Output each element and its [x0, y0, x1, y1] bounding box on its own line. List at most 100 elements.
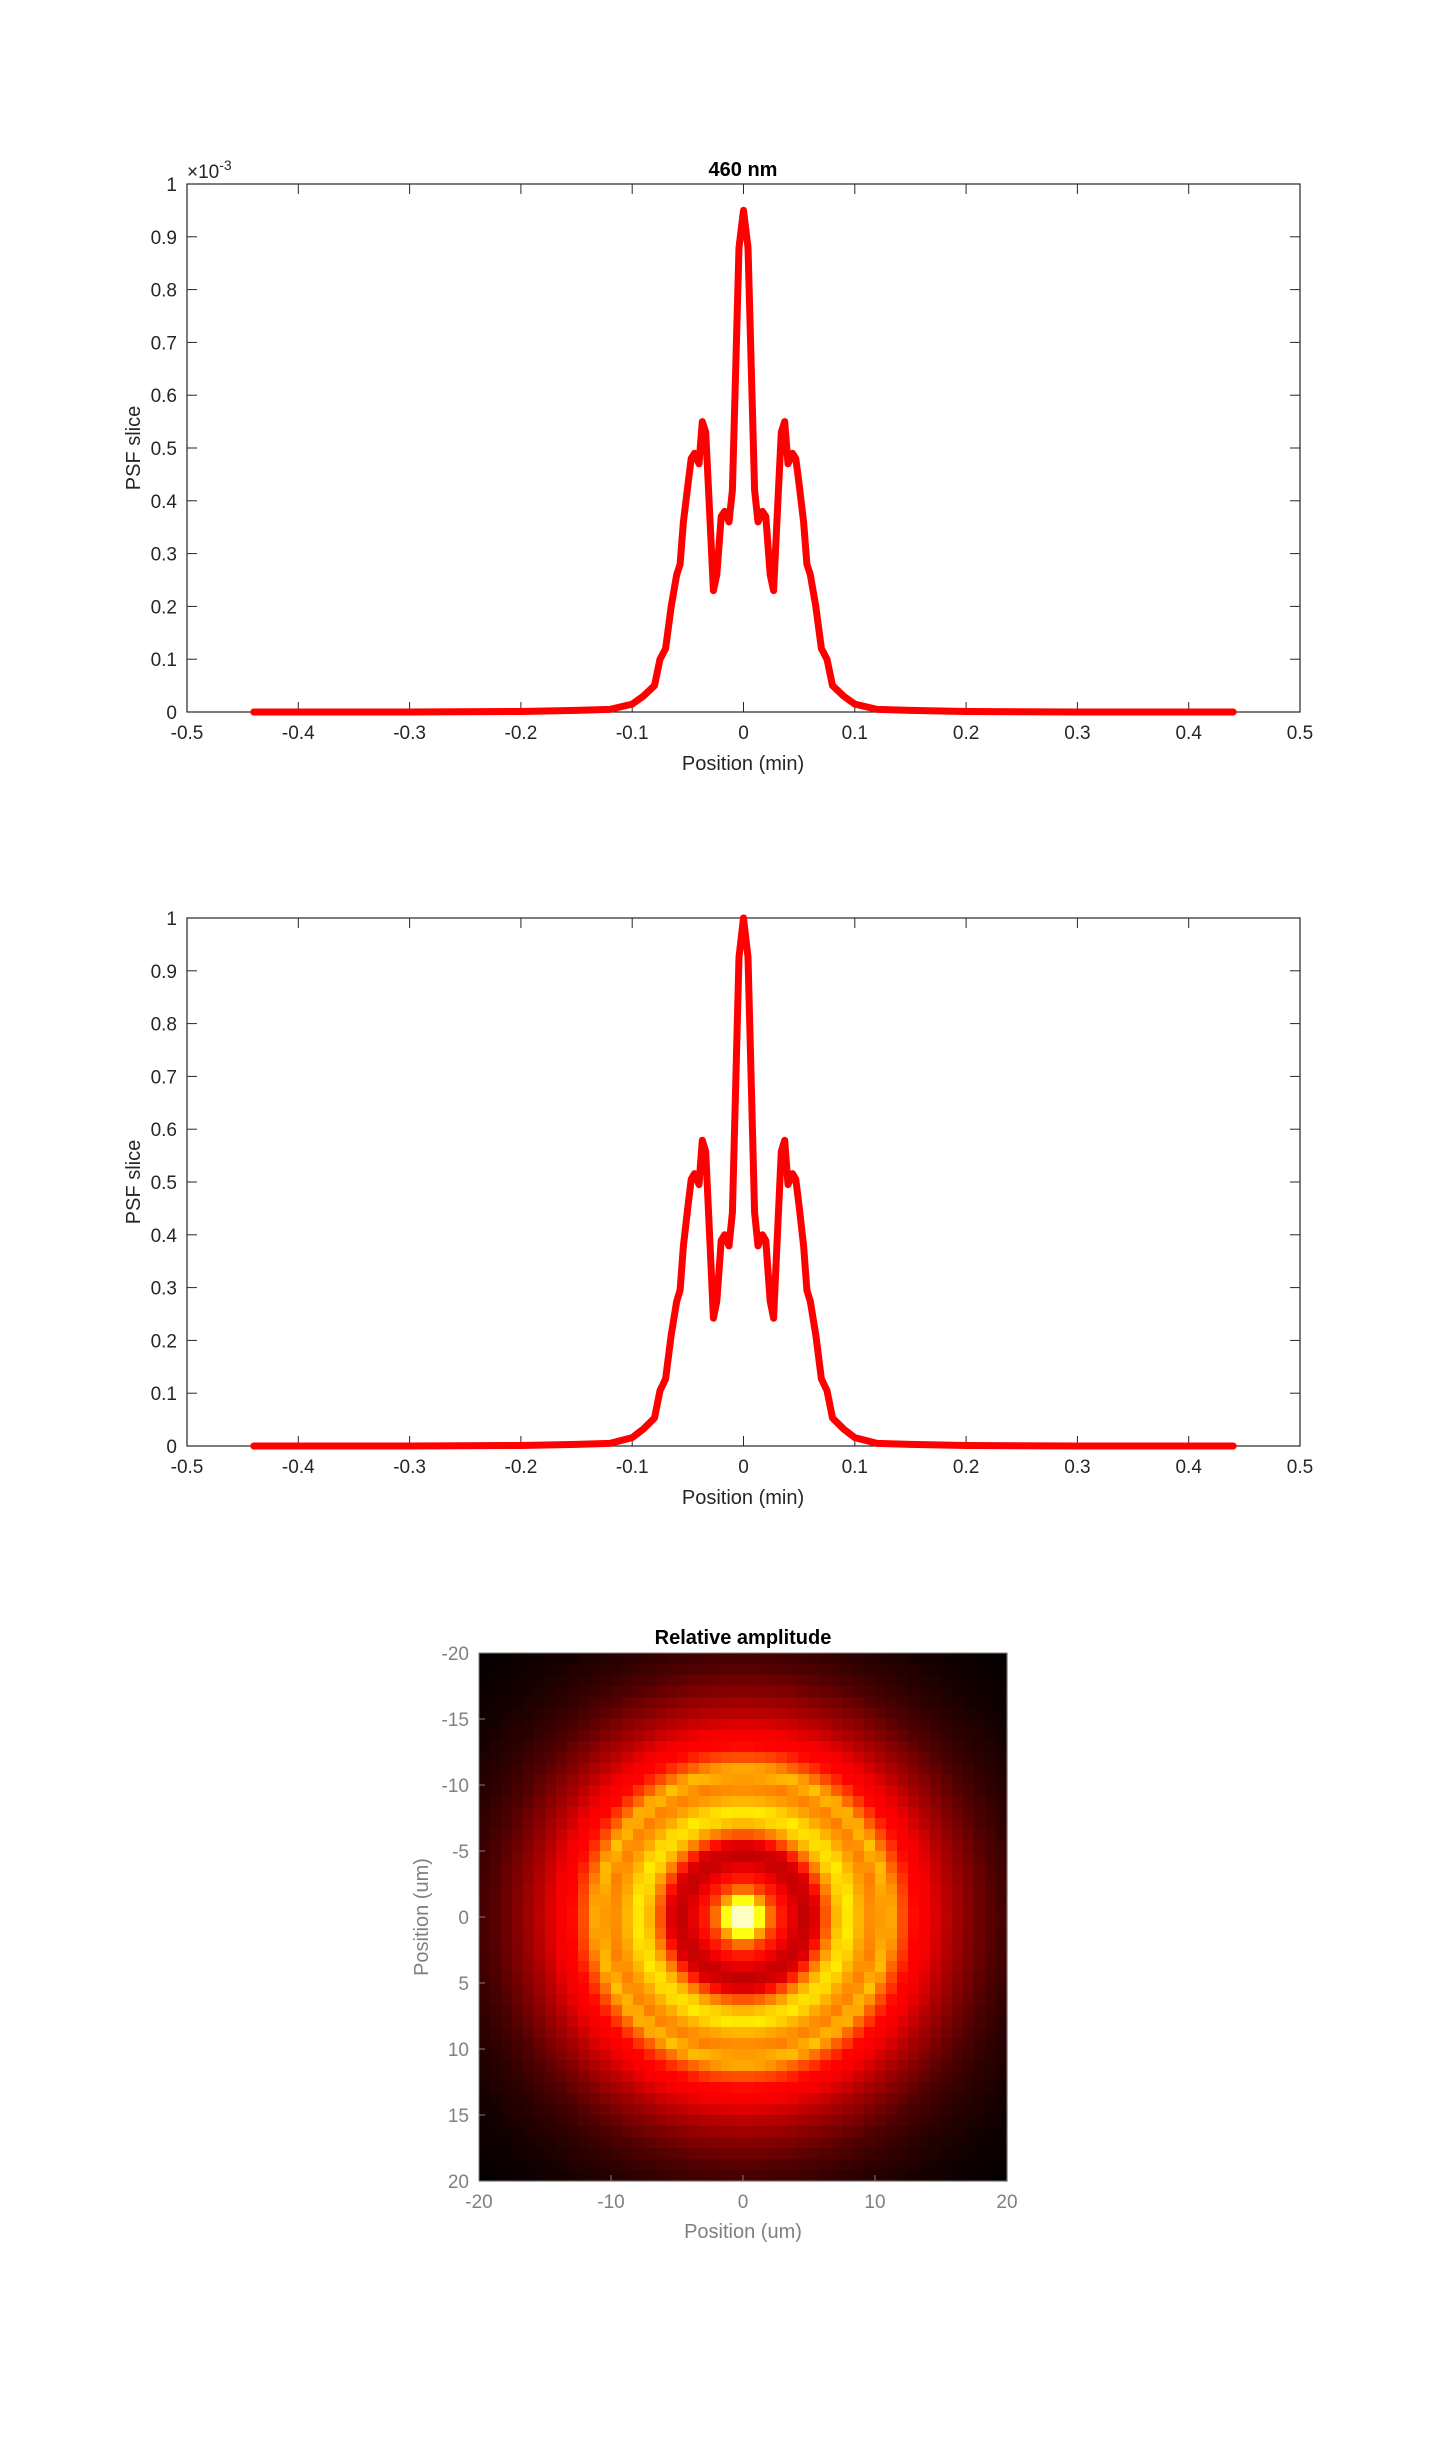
heatmap-cell: [534, 1928, 546, 1940]
heatmap-cell: [864, 1895, 876, 1907]
heatmap-cell: [666, 2071, 678, 2083]
heatmap-cell: [578, 2049, 590, 2061]
heatmap-cell: [512, 1675, 524, 1687]
heatmap-cell: [666, 2126, 678, 2138]
heatmap-cell: [831, 2071, 843, 2083]
heatmap-cell: [655, 1862, 667, 1874]
heatmap-cell: [842, 1917, 854, 1929]
heatmap-cell: [831, 1884, 843, 1896]
heatmap-cell: [886, 2115, 898, 2127]
heatmap-cell: [567, 1774, 579, 1786]
heatmap-cell: [688, 1939, 700, 1951]
heatmap-cell: [831, 1818, 843, 1830]
heatmap-cell: [644, 1950, 656, 1962]
heatmap-cell: [754, 1950, 766, 1962]
heatmap-cell: [941, 1873, 953, 1885]
heatmap-cell: [600, 1796, 612, 1808]
heatmap-cell: [578, 2082, 590, 2094]
heatmap-cell: [864, 1961, 876, 1973]
heatmap-cell: [501, 1818, 513, 1830]
heatmap-cell: [886, 1785, 898, 1797]
heatmap-cell: [820, 2115, 832, 2127]
heatmap-cell: [611, 2027, 623, 2039]
heatmap-cell: [534, 2027, 546, 2039]
heatmap-cell: [897, 1686, 909, 1698]
heatmap-cell: [710, 2060, 722, 2072]
y-tick-label: 0.1: [151, 650, 177, 671]
x-axis-label: Position (um): [684, 2221, 802, 2243]
heatmap-cell: [611, 1730, 623, 1742]
heatmap-cell: [644, 1730, 656, 1742]
heatmap-cell: [622, 2060, 634, 2072]
heatmap-cell: [820, 2093, 832, 2105]
heatmap-cell: [776, 2148, 788, 2160]
x-tick-label: -0.3: [393, 723, 426, 744]
heatmap-cell: [765, 1719, 777, 1731]
heatmap-cell: [677, 1961, 689, 1973]
heatmap-cell: [512, 1818, 524, 1830]
heatmap-cell: [732, 2137, 744, 2149]
heatmap-cell: [809, 2082, 821, 2094]
heatmap-cell: [776, 2005, 788, 2017]
heatmap-cell: [622, 1752, 634, 1764]
heatmap-cell: [809, 1961, 821, 1973]
heatmap-cell: [699, 1829, 711, 1841]
heatmap-cell: [655, 2170, 667, 2182]
heatmap-cell: [853, 2049, 865, 2061]
heatmap-cell: [578, 1774, 590, 1786]
heatmap-cell: [897, 1961, 909, 1973]
x-tick-label: 0.3: [1064, 1457, 1090, 1478]
heatmap-cell: [512, 1994, 524, 2006]
heatmap-cell: [875, 1884, 887, 1896]
heatmap-cell: [523, 1730, 535, 1742]
heatmap-cell: [754, 2071, 766, 2083]
heatmap-cell: [820, 1950, 832, 1962]
heatmap-cell: [853, 1895, 865, 1907]
heatmap-cell: [809, 1862, 821, 1874]
heatmap-cell: [545, 1840, 557, 1852]
heatmap-cell: [633, 2049, 645, 2061]
heatmap-cell: [831, 1873, 843, 1885]
heatmap-cell: [919, 1862, 931, 1874]
heatmap-cell: [754, 1884, 766, 1896]
heatmap-cell: [743, 1675, 755, 1687]
heatmap-cell: [556, 2137, 568, 2149]
heatmap-cell: [710, 1939, 722, 1951]
heatmap-cell: [567, 1818, 579, 1830]
heatmap-cell: [600, 1851, 612, 1863]
heatmap-cell: [677, 1895, 689, 1907]
heatmap-cell: [754, 1895, 766, 1907]
heatmap-cell: [886, 1807, 898, 1819]
heatmap-cell: [600, 2082, 612, 2094]
heatmap-cell: [633, 2071, 645, 2083]
heatmap-cell: [897, 2016, 909, 2028]
heatmap-cell: [842, 2071, 854, 2083]
heatmap-cell: [985, 2126, 997, 2138]
heatmap-cell: [820, 2027, 832, 2039]
heatmap-cell: [688, 1785, 700, 1797]
heatmap-cell: [677, 2071, 689, 2083]
heatmap-cell: [545, 1917, 557, 1929]
heatmap-cell: [622, 1719, 634, 1731]
heatmap-cell: [886, 1862, 898, 1874]
heatmap-cell: [622, 1653, 634, 1665]
heatmap-cell: [864, 2027, 876, 2039]
heatmap-cell: [556, 2016, 568, 2028]
heatmap-cell: [974, 1939, 986, 1951]
heatmap-cell: [567, 1664, 579, 1676]
heatmap-cell: [622, 1818, 634, 1830]
heatmap-cell: [721, 1950, 733, 1962]
heatmap-cell: [897, 1796, 909, 1808]
heatmap-cell: [985, 2137, 997, 2149]
heatmap-cell: [611, 2071, 623, 2083]
heatmap-cell: [875, 1796, 887, 1808]
heatmap-cell: [490, 1763, 502, 1775]
heatmap-cell: [754, 1851, 766, 1863]
heatmap-cell: [886, 1917, 898, 1929]
heatmap-cell: [853, 2159, 865, 2171]
heatmap-cell: [644, 1686, 656, 1698]
heatmap-cell: [545, 1763, 557, 1775]
heatmap-cell: [908, 1928, 920, 1940]
heatmap-cell: [754, 2137, 766, 2149]
heatmap-cell: [578, 1807, 590, 1819]
